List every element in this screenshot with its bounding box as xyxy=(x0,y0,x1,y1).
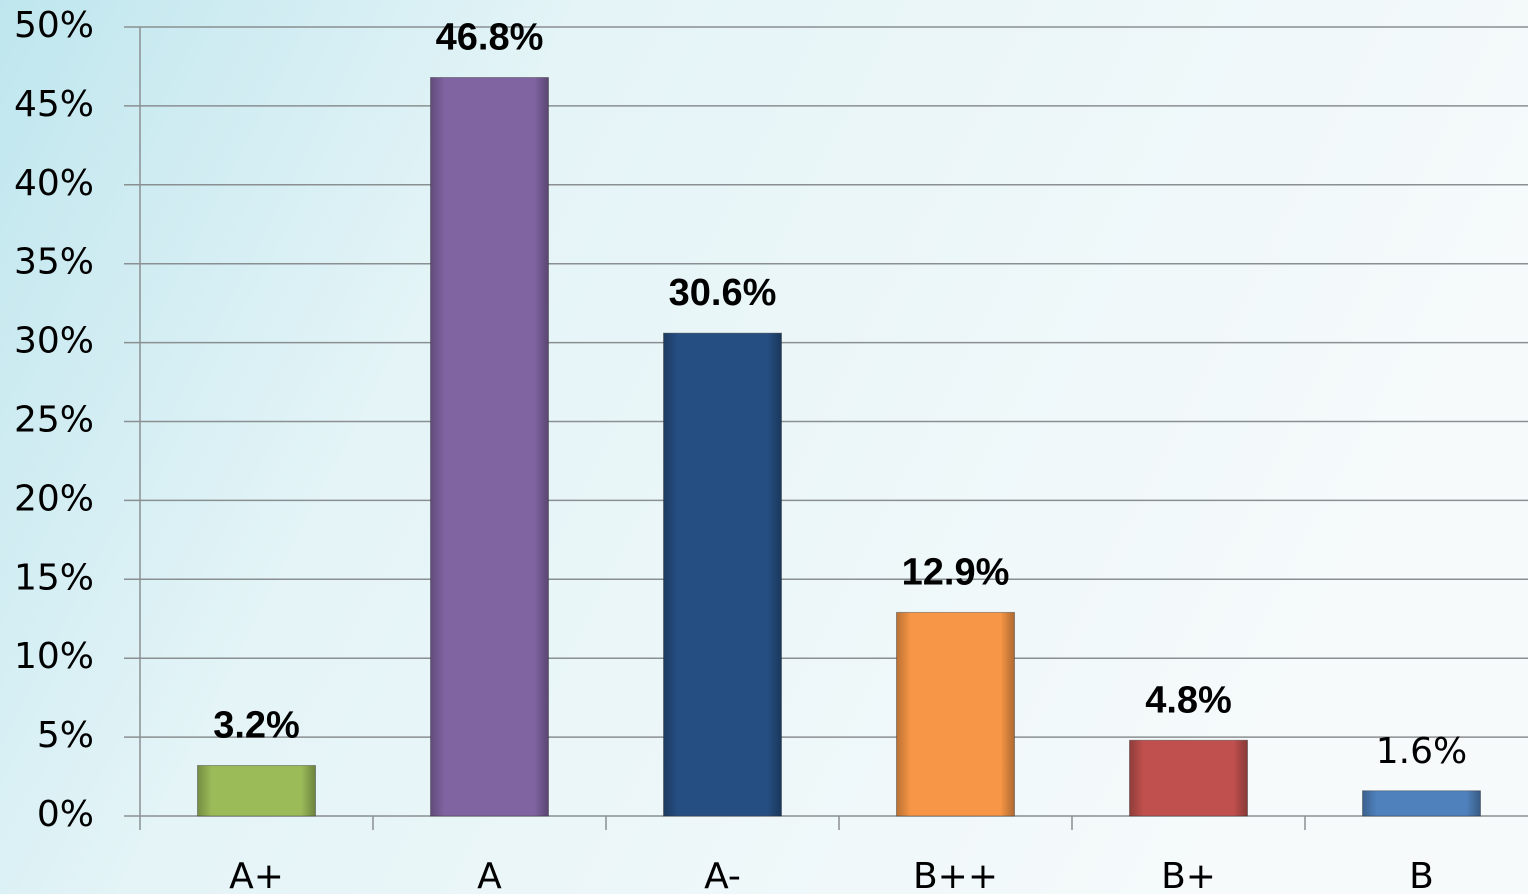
y-tick-label: 0% xyxy=(37,794,94,835)
y-tick-label: 10% xyxy=(14,636,94,677)
bar-shade xyxy=(896,612,1015,816)
x-tick-label: A- xyxy=(704,856,741,894)
y-tick-label: 15% xyxy=(14,557,94,598)
value-label: 4.8% xyxy=(1145,679,1232,721)
value-label: 30.6% xyxy=(669,272,777,314)
y-tick-label: 35% xyxy=(14,242,94,283)
x-tick-label: B+ xyxy=(1161,856,1216,894)
bar-shade xyxy=(197,765,316,816)
y-tick-label: 20% xyxy=(14,478,94,519)
value-label: 3.2% xyxy=(213,705,300,747)
value-label: 12.9% xyxy=(902,551,1010,593)
bar-shade xyxy=(663,333,782,816)
y-tick-label: 25% xyxy=(14,400,94,441)
x-tick-label: A xyxy=(477,856,502,894)
y-tick-label: 5% xyxy=(37,715,94,756)
value-label: 46.8% xyxy=(436,17,544,59)
bar-shade xyxy=(1362,790,1481,816)
x-tick-label: B xyxy=(1409,856,1434,894)
bar-shade xyxy=(430,77,549,817)
value-label: 1.6% xyxy=(1376,731,1467,772)
y-tick-label: 45% xyxy=(14,84,94,125)
y-tick-label: 40% xyxy=(14,163,94,204)
x-tick-label: B++ xyxy=(913,856,998,894)
bar-shade xyxy=(1129,740,1248,816)
y-tick-label: 30% xyxy=(14,321,94,362)
y-tick-label: 50% xyxy=(14,5,94,46)
x-tick-label: A+ xyxy=(229,856,284,894)
